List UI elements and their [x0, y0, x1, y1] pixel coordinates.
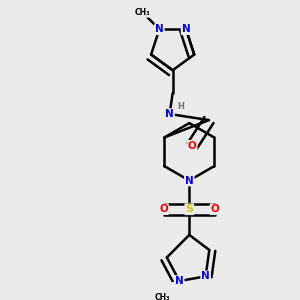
Text: O: O	[188, 141, 197, 151]
Text: CH₃: CH₃	[135, 8, 151, 17]
Text: N: N	[182, 24, 190, 34]
Text: S: S	[185, 204, 193, 214]
Text: N: N	[155, 24, 164, 34]
Text: N: N	[185, 176, 194, 185]
Text: N: N	[165, 109, 174, 119]
Text: N: N	[201, 272, 210, 281]
Text: O: O	[159, 204, 168, 214]
Text: N: N	[175, 276, 184, 286]
Text: CH₃: CH₃	[155, 293, 170, 300]
Text: H: H	[178, 102, 184, 111]
Text: O: O	[211, 204, 219, 214]
